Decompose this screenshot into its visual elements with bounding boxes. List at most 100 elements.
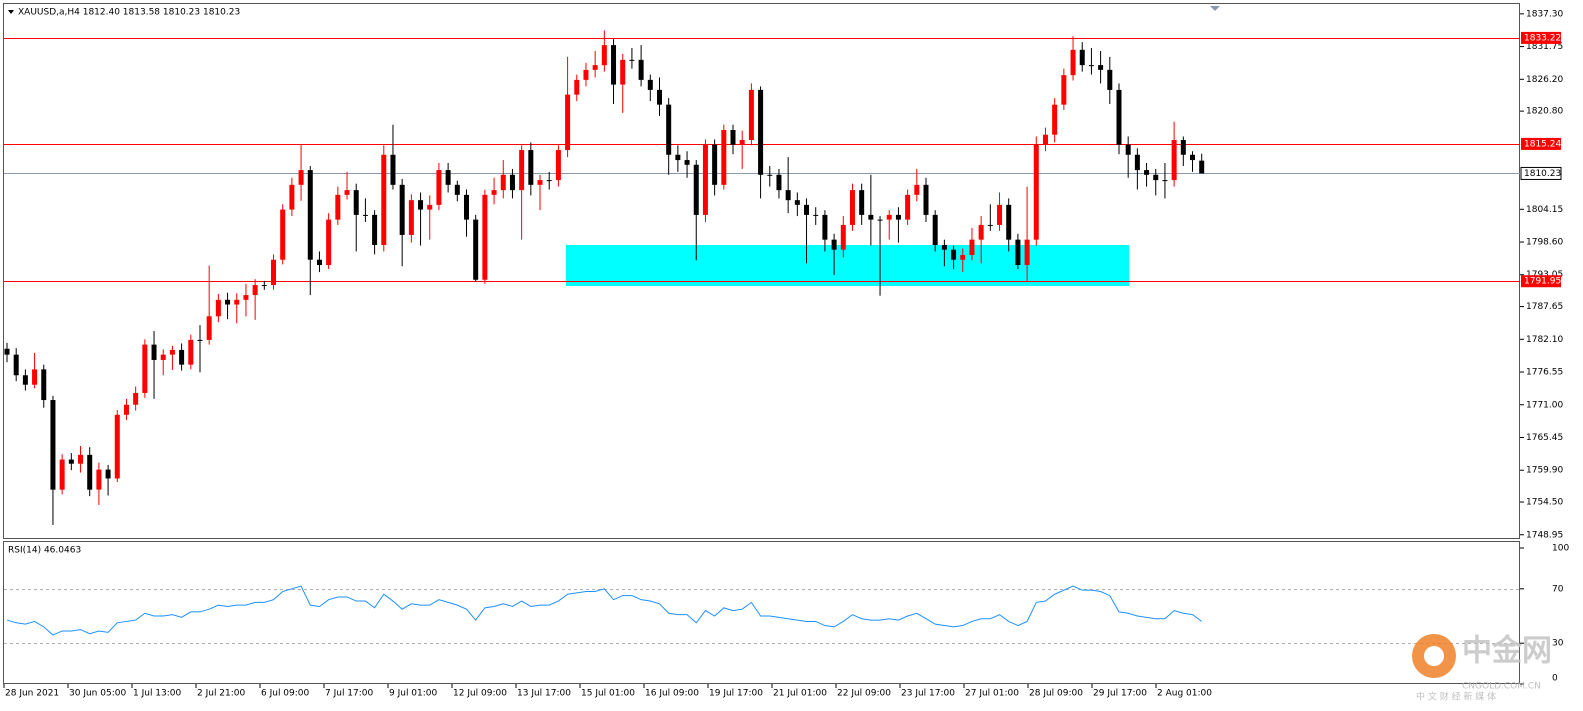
candle-body: [252, 285, 258, 296]
rsi-line: [6, 585, 1202, 636]
candle-body: [1134, 154, 1140, 171]
x-tick-label: 27 Jul 01:00: [965, 689, 1019, 699]
y-tick-label: 1787.65: [1526, 302, 1563, 312]
candle-body: [849, 190, 855, 225]
candle-body: [1116, 89, 1122, 145]
candle-body: [638, 59, 644, 80]
candle-body: [620, 59, 626, 85]
candle-body: [445, 170, 451, 185]
y-tick-label: 1782.10: [1526, 335, 1563, 345]
candle-body: [289, 184, 295, 210]
candle-body: [758, 89, 764, 175]
shift-marker: [1210, 6, 1220, 11]
candle-body: [914, 184, 920, 195]
candle-body: [859, 190, 865, 215]
candle-body: [335, 194, 341, 220]
candle-body: [647, 79, 653, 90]
candle-body: [767, 174, 773, 176]
chart-title: XAUUSD,a,H4 1812.40 1813.58 1810.23 1810…: [18, 8, 240, 18]
candle-body: [721, 129, 727, 185]
candle-body: [537, 180, 543, 185]
candle-body: [997, 204, 1003, 225]
candle-body: [987, 224, 993, 226]
candle-body: [1052, 104, 1058, 135]
candle-body: [418, 200, 424, 210]
x-tick-label: 22 Jul 09:00: [837, 689, 891, 699]
candle-body: [390, 154, 396, 185]
candle-body: [712, 144, 718, 185]
candle-body: [675, 154, 681, 161]
y-tick-label: 0: [1552, 674, 1558, 684]
price-label: 1810.23: [1524, 169, 1561, 179]
candle-body: [50, 400, 56, 490]
x-tick-label: 19 Jul 17:00: [709, 689, 763, 699]
candle-body: [298, 170, 304, 185]
candle-body: [785, 190, 791, 201]
candle-body: [436, 170, 442, 205]
candle-body: [960, 254, 966, 260]
candle-body: [1190, 154, 1196, 161]
candle-body: [794, 200, 800, 205]
y-tick-label: 100: [1552, 544, 1569, 554]
candle-body: [895, 214, 901, 220]
candle-body: [32, 369, 38, 385]
y-tick-label: 30: [1552, 639, 1564, 649]
candle-body: [1180, 140, 1186, 155]
candle-body: [160, 354, 166, 360]
candle-body: [565, 94, 571, 151]
candle-body: [151, 344, 157, 360]
candle-body: [133, 392, 139, 405]
x-tick-label: 21 Jul 01:00: [773, 689, 827, 699]
candle-body: [923, 184, 929, 215]
candle-body: [96, 469, 102, 490]
level-label: 1815.24: [1524, 139, 1561, 149]
price-panel: [3, 3, 1520, 539]
candle-body: [4, 348, 10, 355]
candle-body: [611, 45, 617, 85]
candle-body: [684, 160, 690, 165]
candle-body: [1061, 75, 1067, 105]
candle-body: [1162, 180, 1168, 182]
y-tick-label: 1798.60: [1526, 238, 1563, 248]
level-badge: [1521, 137, 1561, 150]
candle-body: [1024, 239, 1030, 266]
candle-body: [748, 89, 754, 141]
candle-body: [1171, 140, 1177, 181]
level-label: 1833.22: [1524, 33, 1561, 43]
candle-body: [776, 174, 782, 191]
candle-body: [932, 214, 938, 245]
candle-body: [693, 164, 699, 215]
candle-body: [978, 224, 984, 240]
candle-body: [905, 194, 911, 220]
x-tick-label: 28 Jun 2021: [5, 689, 59, 699]
candle-body: [519, 150, 525, 191]
x-tick-label: 9 Jul 01:00: [389, 689, 438, 699]
level-badge: [1521, 31, 1561, 44]
level-badge: [1521, 275, 1561, 288]
candle-body: [491, 190, 497, 195]
candle-body: [546, 180, 552, 182]
candle-body: [78, 454, 84, 464]
candle-body: [381, 154, 387, 245]
y-tick-label: 1831.75: [1526, 42, 1563, 52]
symbol-arrow: [8, 10, 14, 14]
candle-body: [179, 349, 185, 365]
candle-body: [408, 200, 414, 235]
x-tick-label: 30 Jun 05:00: [69, 689, 126, 699]
candle-body: [326, 219, 332, 266]
candle-body: [1088, 65, 1094, 67]
candle-body: [528, 150, 534, 185]
watermark: 中金网 CNGOLD.COM.CN 中 文 财 经 新 媒 体: [1412, 634, 1552, 703]
candle-body: [941, 244, 947, 250]
candle-body: [188, 339, 194, 365]
x-tick-label: 6 Jul 09:00: [261, 689, 310, 699]
candle-body: [206, 316, 212, 340]
y-tick-label: 1804.15: [1526, 205, 1563, 215]
candle-body: [142, 344, 148, 393]
x-tick-label: 28 Jul 09:00: [1029, 689, 1083, 699]
candle-body: [583, 69, 589, 80]
candle-body: [1199, 160, 1205, 174]
candle-body: [427, 204, 433, 210]
candle-body: [114, 414, 120, 479]
